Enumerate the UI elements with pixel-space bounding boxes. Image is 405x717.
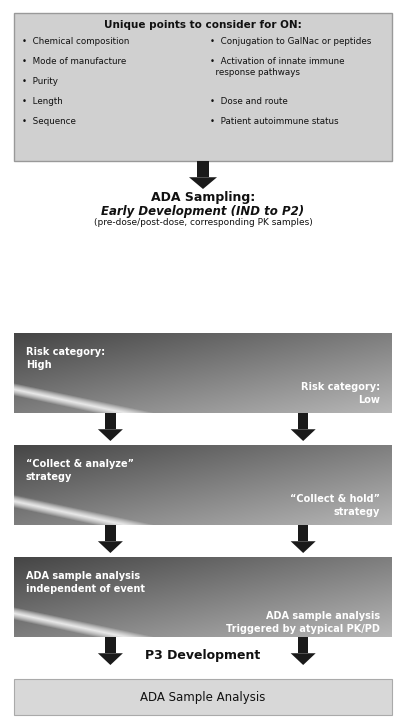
Text: Risk category:
High: Risk category: High [26, 347, 105, 370]
Polygon shape [290, 541, 315, 553]
Text: “Collect & hold”
strategy: “Collect & hold” strategy [289, 494, 379, 517]
Text: Unique points to consider for ON:: Unique points to consider for ON: [104, 20, 301, 30]
Text: ADA Sampling:: ADA Sampling: [151, 191, 254, 204]
Text: ADA sample analysis
Triggered by atypical PK/PD
or safety event: ADA sample analysis Triggered by atypica… [226, 611, 379, 647]
Text: ADA sample analysis
independent of event: ADA sample analysis independent of event [26, 571, 145, 594]
Polygon shape [105, 637, 115, 653]
Polygon shape [98, 541, 123, 553]
Text: ADA Sample Analysis: ADA Sample Analysis [140, 690, 265, 703]
Text: •  Activation of innate immune
  response pathways: • Activation of innate immune response p… [209, 57, 344, 77]
Text: Early Development (IND to P2): Early Development (IND to P2) [101, 205, 304, 218]
Polygon shape [290, 429, 315, 441]
Text: “Collect & analyze”
strategy: “Collect & analyze” strategy [26, 459, 134, 483]
FancyBboxPatch shape [14, 13, 391, 161]
Text: Risk category:
Low: Risk category: Low [300, 382, 379, 405]
Text: •  Dose and route: • Dose and route [209, 97, 287, 106]
Polygon shape [290, 653, 315, 665]
Polygon shape [297, 525, 308, 541]
Text: P3 Development: P3 Development [145, 650, 260, 663]
Text: •  Length: • Length [22, 97, 63, 106]
Polygon shape [105, 413, 115, 429]
Text: •  Mode of manufacture: • Mode of manufacture [22, 57, 126, 66]
Text: •  Patient autoimmune status: • Patient autoimmune status [209, 117, 338, 126]
Polygon shape [297, 637, 308, 653]
FancyBboxPatch shape [14, 679, 391, 715]
Text: •  Conjugation to GalNac or peptides: • Conjugation to GalNac or peptides [209, 37, 371, 46]
Polygon shape [98, 653, 123, 665]
Text: •  Chemical composition: • Chemical composition [22, 37, 129, 46]
Polygon shape [297, 413, 308, 429]
Polygon shape [197, 161, 208, 177]
Polygon shape [105, 525, 115, 541]
Text: (pre-dose/post-dose, corresponding PK samples): (pre-dose/post-dose, corresponding PK sa… [94, 218, 311, 227]
Text: •  Sequence: • Sequence [22, 117, 76, 126]
Text: •  Purity: • Purity [22, 77, 58, 86]
Polygon shape [98, 429, 123, 441]
Polygon shape [189, 177, 216, 189]
